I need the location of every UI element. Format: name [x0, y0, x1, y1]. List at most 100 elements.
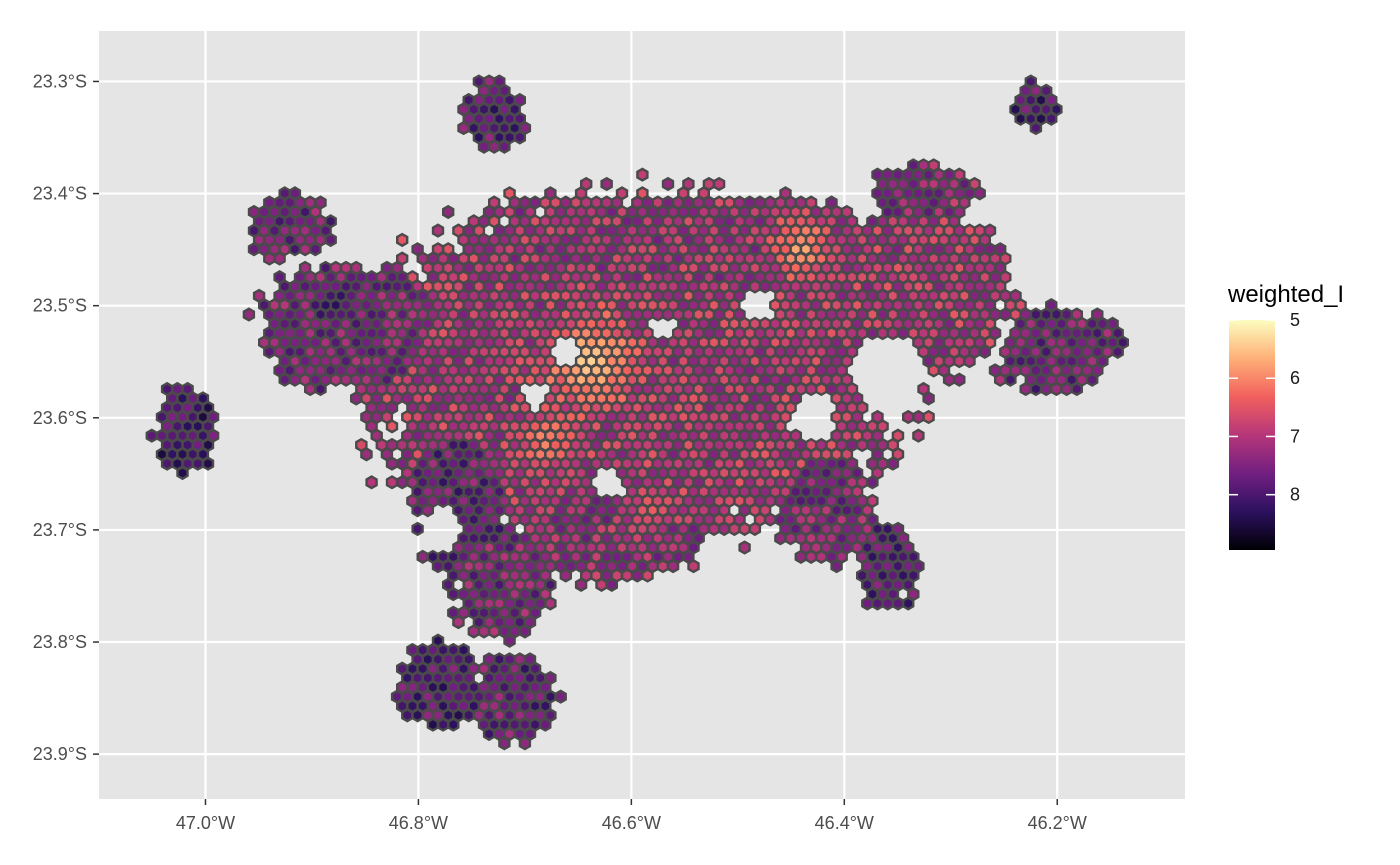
hex-cell	[1085, 372, 1099, 387]
hex-cell	[1029, 120, 1043, 136]
hex-cell	[426, 717, 440, 732]
x-tick-label: 46.6°W	[602, 813, 661, 833]
hex-cell	[385, 475, 399, 490]
hex-cell	[804, 549, 818, 564]
hex-cell	[973, 186, 986, 201]
hex-cell	[554, 689, 567, 704]
hex-cell	[963, 353, 976, 369]
hex-cell	[666, 559, 680, 574]
y-tick-label: 23.6°S	[33, 408, 87, 428]
hex-cell	[748, 521, 762, 537]
hex-cell	[876, 325, 889, 341]
hex-cell	[452, 614, 465, 630]
hex-cell	[902, 409, 915, 425]
hex-cell	[539, 717, 552, 732]
hex-cell	[442, 204, 455, 220]
hex-cell	[794, 549, 808, 564]
hex-cell	[871, 596, 884, 611]
hex-cell	[247, 242, 261, 257]
hex-cell	[830, 559, 843, 574]
hex-cell	[523, 372, 537, 387]
hex-cells	[145, 74, 1130, 751]
hex-cell	[605, 577, 618, 592]
hex-cell	[748, 279, 762, 294]
hex-cell	[263, 344, 276, 359]
hex-cell	[488, 139, 501, 154]
y-tick-label: 23.3°S	[33, 71, 87, 91]
hex-cell	[462, 708, 475, 723]
hex-cell	[861, 596, 874, 611]
x-tick-label: 46.4°W	[815, 813, 874, 833]
legend-tick-label: 6	[1290, 368, 1300, 388]
legend-colorbar	[1229, 320, 1275, 550]
hex-cell	[953, 353, 966, 369]
hex-cell	[339, 372, 353, 387]
hex-cell	[1004, 372, 1017, 387]
hex-cell	[559, 325, 572, 341]
hex-cell	[815, 381, 828, 397]
hex-cell	[242, 307, 256, 322]
hex-cell	[273, 251, 286, 266]
hex-cell	[488, 624, 501, 639]
hex-cell	[922, 409, 935, 425]
hex-cell	[656, 559, 670, 574]
hex-cell	[600, 176, 613, 192]
hex-cell	[350, 391, 363, 406]
hex-cell	[365, 475, 378, 490]
hex-cell	[559, 568, 572, 583]
hex-cell	[600, 456, 613, 471]
x-tick-label: 47.0°W	[176, 813, 235, 833]
hex-cell	[498, 736, 511, 751]
hex-cell	[574, 577, 588, 592]
hex-cell	[641, 568, 654, 583]
legend-tick-label: 7	[1290, 426, 1300, 446]
hex-cell	[436, 717, 450, 732]
hex-cell	[477, 139, 491, 154]
hex-cell	[309, 242, 322, 257]
hex-cell	[513, 130, 526, 145]
hex-cell	[467, 624, 480, 639]
hex-cell	[661, 307, 675, 322]
hex-cell	[263, 251, 276, 266]
hex-cell	[738, 540, 751, 555]
hex-cell	[738, 521, 751, 537]
hex-cell	[886, 325, 900, 341]
hex-cell	[896, 325, 910, 341]
hex-cell	[1045, 111, 1058, 126]
hex-cell	[1014, 111, 1027, 126]
hex-cell	[518, 736, 532, 751]
hex-cell	[431, 559, 445, 574]
hex-cell	[544, 596, 557, 611]
hex-cell	[942, 372, 956, 387]
hex-cell	[431, 223, 445, 238]
hex-cell	[503, 633, 516, 648]
hex-cell	[482, 726, 496, 742]
hex-cell	[396, 475, 409, 490]
hex-cell	[758, 279, 772, 294]
hex-cell	[1060, 381, 1073, 397]
hex-cell	[866, 325, 879, 341]
hex-cell	[718, 521, 731, 537]
hex-cell	[1070, 381, 1084, 397]
hex-cell	[447, 586, 460, 602]
hex-cell	[922, 391, 935, 406]
hex-cell	[477, 624, 491, 639]
hex-cell	[201, 456, 215, 471]
hex-cell	[886, 456, 900, 471]
hex-cell	[881, 596, 894, 611]
hex-cell	[631, 568, 644, 583]
hex-cell	[401, 708, 414, 723]
hex-cell	[707, 521, 721, 537]
hex-cell	[891, 596, 905, 611]
hex-cell	[385, 456, 399, 471]
hex-cell	[912, 428, 925, 443]
x-axis: 47.0°W 46.8°W 46.6°W 46.4°W 46.2°W	[176, 799, 1087, 833]
hex-cell	[595, 577, 608, 592]
hex-cell	[728, 521, 741, 537]
hex-cell	[994, 372, 1007, 387]
y-tick-label: 23.7°S	[33, 520, 87, 540]
hex-cell	[774, 531, 787, 546]
y-axis: 23.3°S 23.4°S 23.5°S 23.6°S 23.7°S 23.8°S 23.9…	[33, 71, 99, 764]
hex-cell	[360, 447, 373, 462]
